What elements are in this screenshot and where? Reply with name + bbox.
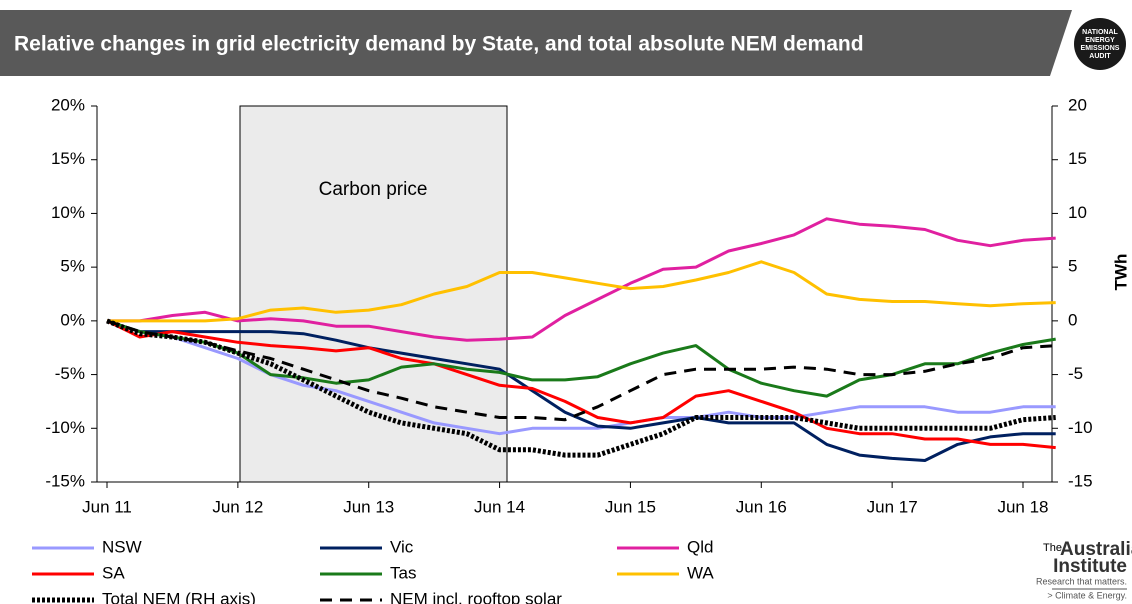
legend-label: WA [687, 563, 714, 582]
footer-logo: The [1043, 542, 1062, 554]
y-tick-label: 10% [51, 203, 85, 222]
y-tick-label: -10% [45, 418, 85, 437]
logo-text: AUDIT [1089, 53, 1111, 60]
y2-tick-label: 15 [1068, 149, 1087, 168]
series-line [107, 260, 1056, 323]
logo-badge [1074, 18, 1126, 70]
series-line [106, 319, 1056, 422]
series-line [107, 217, 1056, 342]
carbon-price-period [239, 105, 508, 483]
legend-label: SA [102, 563, 125, 582]
y-tick-label: 15% [51, 149, 85, 168]
y-tick-label: 5% [60, 257, 85, 276]
x-tick-label: Jun 18 [997, 497, 1048, 516]
x-tick-label: Jun 17 [867, 497, 918, 516]
legend-label: Tas [390, 563, 416, 582]
x-tick-label: Jun 15 [605, 497, 656, 516]
x-tick-label: Jun 14 [474, 497, 525, 516]
legend-label: NEM incl. rooftop solar [390, 589, 562, 604]
y2-tick-label: -5 [1068, 364, 1083, 383]
y2-tick-label: 10 [1068, 203, 1087, 222]
title-bar-edge [1045, 10, 1072, 76]
y2-tick-label: 5 [1068, 257, 1077, 276]
footer-logo: Institute [1053, 556, 1127, 577]
y-tick-label: 0% [60, 310, 85, 329]
x-tick-label: Jun 13 [343, 497, 394, 516]
chart-title: Relative changes in grid electricity dem… [14, 33, 864, 56]
y2-tick-label: 20 [1068, 95, 1087, 114]
y-tick-label: -15% [45, 471, 85, 490]
y2-axis-label: TWh [1111, 254, 1130, 291]
y2-tick-label: -15 [1068, 471, 1093, 490]
legend-label: NSW [102, 537, 142, 556]
series-line [106, 319, 1056, 398]
legend-label: Vic [390, 537, 414, 556]
y-tick-label: -5% [55, 364, 85, 383]
logo-text: ENERGY [1085, 37, 1115, 44]
y2-tick-label: 0 [1068, 310, 1077, 329]
title-bar [0, 10, 1045, 76]
y2-tick-label: -10 [1068, 418, 1093, 437]
x-tick-label: Jun 12 [212, 497, 263, 516]
x-tick-label: Jun 11 [82, 497, 132, 516]
footer-logo: Australia [1060, 539, 1132, 560]
x-tick-label: Jun 16 [736, 497, 787, 516]
annotation: Carbon price [319, 179, 428, 200]
series-line [106, 319, 1056, 462]
logo-text: NATIONAL [1082, 29, 1118, 36]
footer-logo: Research that matters. [1036, 576, 1127, 586]
y-tick-label: 20% [51, 95, 85, 114]
series-line [106, 319, 1056, 450]
logo-text: EMISSIONS [1081, 45, 1120, 52]
footer-logo: > Climate & Energy. [1047, 590, 1127, 600]
legend-label: Qld [687, 537, 713, 556]
legend-label: Total NEM (RH axis) [102, 589, 256, 604]
